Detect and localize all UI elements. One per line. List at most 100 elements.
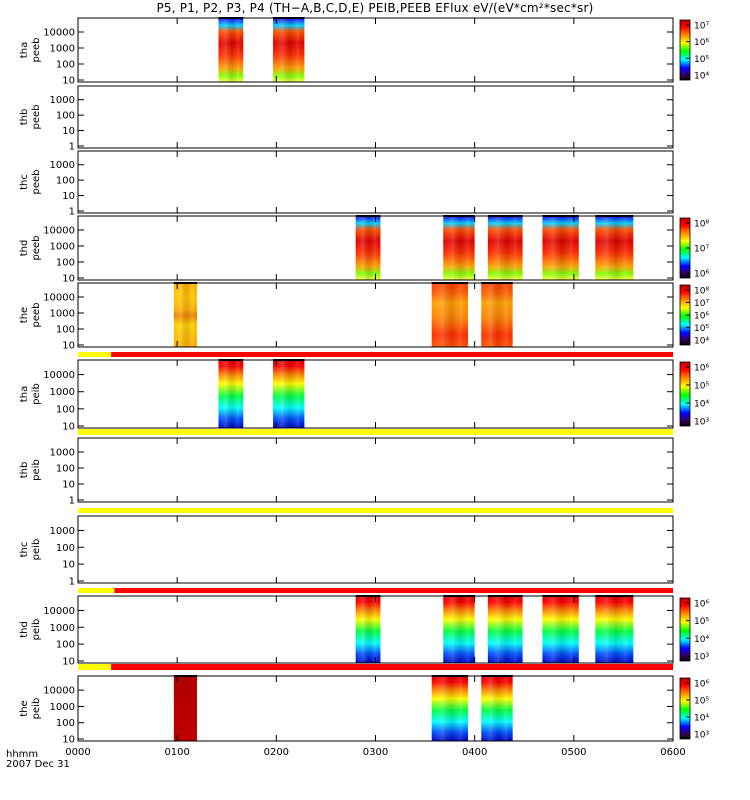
mode-bar-segment bbox=[78, 352, 112, 357]
panel-instrument-label: peib bbox=[31, 383, 42, 405]
colorbar bbox=[679, 597, 691, 662]
mode-bar-segment bbox=[111, 352, 674, 357]
y-tick-label: 10000 bbox=[43, 606, 75, 617]
colorbar-tick-label: 10⁴ bbox=[694, 337, 709, 347]
y-tick-label: 100 bbox=[56, 718, 75, 729]
colorbar-tick-label: 10⁴ bbox=[694, 635, 709, 645]
y-tick-label: 100 bbox=[56, 258, 75, 269]
y-tick-label: 100 bbox=[56, 404, 75, 415]
panel-frame bbox=[77, 437, 674, 503]
colorbar-tick-label: 10⁸ bbox=[694, 220, 709, 230]
colorbar-tick-label: 10⁷ bbox=[694, 245, 709, 255]
y-tick-label: 100 bbox=[56, 176, 75, 187]
panel-instrument-label: peib bbox=[31, 619, 42, 641]
colorbar-tick-label: 10⁵ bbox=[694, 697, 709, 707]
x-tick-label: 0100 bbox=[164, 747, 189, 758]
y-tick-label: 10 bbox=[62, 76, 75, 87]
colorbar-tick-label: 10³ bbox=[694, 418, 709, 428]
panel-instrument-label: peib bbox=[31, 539, 42, 561]
y-tick-label: 10 bbox=[62, 274, 75, 285]
colorbar-tick-label: 10⁴ bbox=[694, 714, 709, 724]
panel-probe-label: thd bbox=[19, 240, 30, 257]
burst-texture bbox=[542, 597, 579, 663]
colorbar-tick-label: 10⁵ bbox=[694, 324, 709, 334]
y-tick-label: 10 bbox=[62, 191, 75, 202]
y-tick-label: 100 bbox=[56, 111, 75, 122]
data-burst bbox=[173, 677, 197, 741]
colorbar-tick-label: 10⁴ bbox=[694, 400, 709, 410]
colorbar-tick-label: 10⁶ bbox=[694, 312, 709, 322]
y-tick-label: 10000 bbox=[43, 226, 75, 237]
y-tick-label: 100 bbox=[56, 464, 75, 475]
y-tick-label: 10 bbox=[62, 735, 75, 746]
burst-texture bbox=[443, 217, 475, 280]
panel-frame bbox=[77, 282, 674, 348]
burst-texture bbox=[487, 597, 523, 663]
y-tick-label: 10 bbox=[62, 422, 75, 433]
colorbar-tick-label: 10⁵ bbox=[694, 617, 709, 627]
y-tick-label: 1000 bbox=[50, 448, 75, 459]
burst-texture bbox=[355, 217, 381, 280]
burst-texture bbox=[173, 284, 197, 347]
colorbar-tick-label: 10⁶ bbox=[694, 364, 709, 374]
panel-probe-label: thd bbox=[19, 621, 30, 638]
burst-texture bbox=[218, 19, 244, 82]
y-tick-label: 1000 bbox=[50, 309, 75, 320]
burst-texture bbox=[273, 19, 305, 82]
burst-texture bbox=[595, 217, 634, 280]
colorbar-tick-label: 10³ bbox=[694, 731, 709, 741]
x-tick-label: 0200 bbox=[264, 747, 289, 758]
y-tick-label: 10000 bbox=[43, 686, 75, 697]
colorbar-tick-label: 10⁴ bbox=[694, 72, 709, 82]
burst-texture bbox=[595, 597, 634, 663]
panel-instrument-label: peeb bbox=[31, 38, 42, 63]
colorbar-tick-label: 10⁶ bbox=[694, 270, 709, 280]
y-tick-label: 10000 bbox=[43, 28, 75, 39]
y-tick-label: 10 bbox=[62, 480, 75, 491]
mode-bar-segment bbox=[111, 664, 674, 670]
colorbar bbox=[679, 677, 691, 740]
burst-texture bbox=[443, 597, 475, 663]
burst-texture bbox=[273, 361, 305, 428]
burst-texture bbox=[355, 597, 381, 663]
panel-probe-label: tha bbox=[19, 42, 30, 58]
mode-bar-segment bbox=[114, 588, 674, 593]
panel-probe-label: thc bbox=[19, 174, 30, 190]
colorbar bbox=[679, 19, 691, 81]
y-tick-label: 100 bbox=[56, 640, 75, 651]
colorbar bbox=[679, 361, 691, 427]
y-tick-label: 1000 bbox=[50, 242, 75, 253]
y-tick-label: 10 bbox=[62, 657, 75, 668]
y-tick-label: 1 bbox=[69, 142, 75, 153]
panel-probe-label: tha bbox=[19, 386, 30, 402]
y-tick-label: 1 bbox=[69, 577, 75, 588]
y-tick-label: 1 bbox=[69, 207, 75, 218]
panel-frame bbox=[77, 85, 674, 149]
burst-texture bbox=[542, 217, 579, 280]
panel-frame bbox=[77, 359, 674, 429]
mode-bar-segment bbox=[78, 429, 673, 435]
burst-texture bbox=[431, 677, 469, 741]
x-tick-label: 0400 bbox=[462, 747, 487, 758]
y-tick-label: 1000 bbox=[50, 95, 75, 106]
panel-instrument-label: peeb bbox=[31, 236, 42, 261]
y-tick-label: 10 bbox=[62, 341, 75, 352]
mode-bar-segment bbox=[78, 508, 673, 513]
panel-frame bbox=[77, 17, 674, 83]
y-tick-label: 10000 bbox=[43, 293, 75, 304]
colorbar-tick-label: 10⁶ bbox=[694, 38, 709, 48]
panel-frame bbox=[77, 150, 674, 214]
burst-texture bbox=[481, 677, 513, 741]
panel-instrument-label: peeb bbox=[31, 303, 42, 328]
y-tick-label: 1000 bbox=[50, 387, 75, 398]
colorbar-tick-label: 10³ bbox=[694, 653, 709, 663]
colorbar-tick-label: 10⁶ bbox=[694, 680, 709, 690]
panel-frame bbox=[77, 515, 674, 584]
y-tick-label: 100 bbox=[56, 60, 75, 71]
y-tick-label: 1000 bbox=[50, 44, 75, 55]
chart-title: P5, P1, P2, P3, P4 (TH−A,B,C,D,E) PEIB,P… bbox=[156, 1, 594, 15]
y-tick-label: 1000 bbox=[50, 623, 75, 634]
burst-texture bbox=[481, 284, 513, 347]
colorbar-tick-label: 10⁵ bbox=[694, 382, 709, 392]
